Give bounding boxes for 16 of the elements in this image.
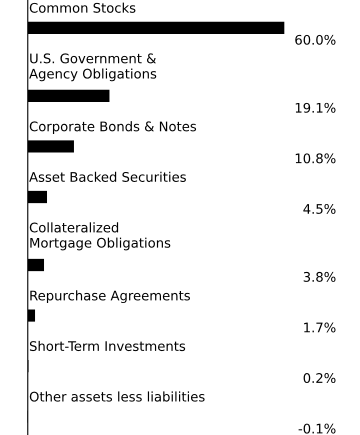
y-tick-label: Asset Backed Securities: [29, 172, 186, 182]
data-label: 10.8%: [296, 153, 336, 164]
data-label: 1.7%: [304, 322, 336, 332]
y-tick-label: Short-Term Investments: [30, 340, 186, 352]
y-tick-label: Collateralized Mortgage Obligations: [30, 222, 170, 250]
y-tick-label: Repurchase Agreements: [30, 290, 190, 304]
data-label: 19.1%: [296, 102, 336, 113]
data-label: 60.0%: [295, 34, 336, 45]
data-label: -0.1%: [298, 424, 336, 434]
data-label: 0.2%: [304, 373, 336, 384]
y-tick-label: Other assets less liabilities: [30, 391, 205, 402]
y-tick-label: Common Stocks: [30, 2, 136, 13]
data-label: 4.5%: [303, 204, 336, 214]
y-tick-label: Corporate Bonds & Notes: [30, 121, 196, 134]
data-label: 3.8%: [304, 272, 336, 282]
y-tick-label: U.S. Government & Agency Obligations: [29, 53, 156, 82]
